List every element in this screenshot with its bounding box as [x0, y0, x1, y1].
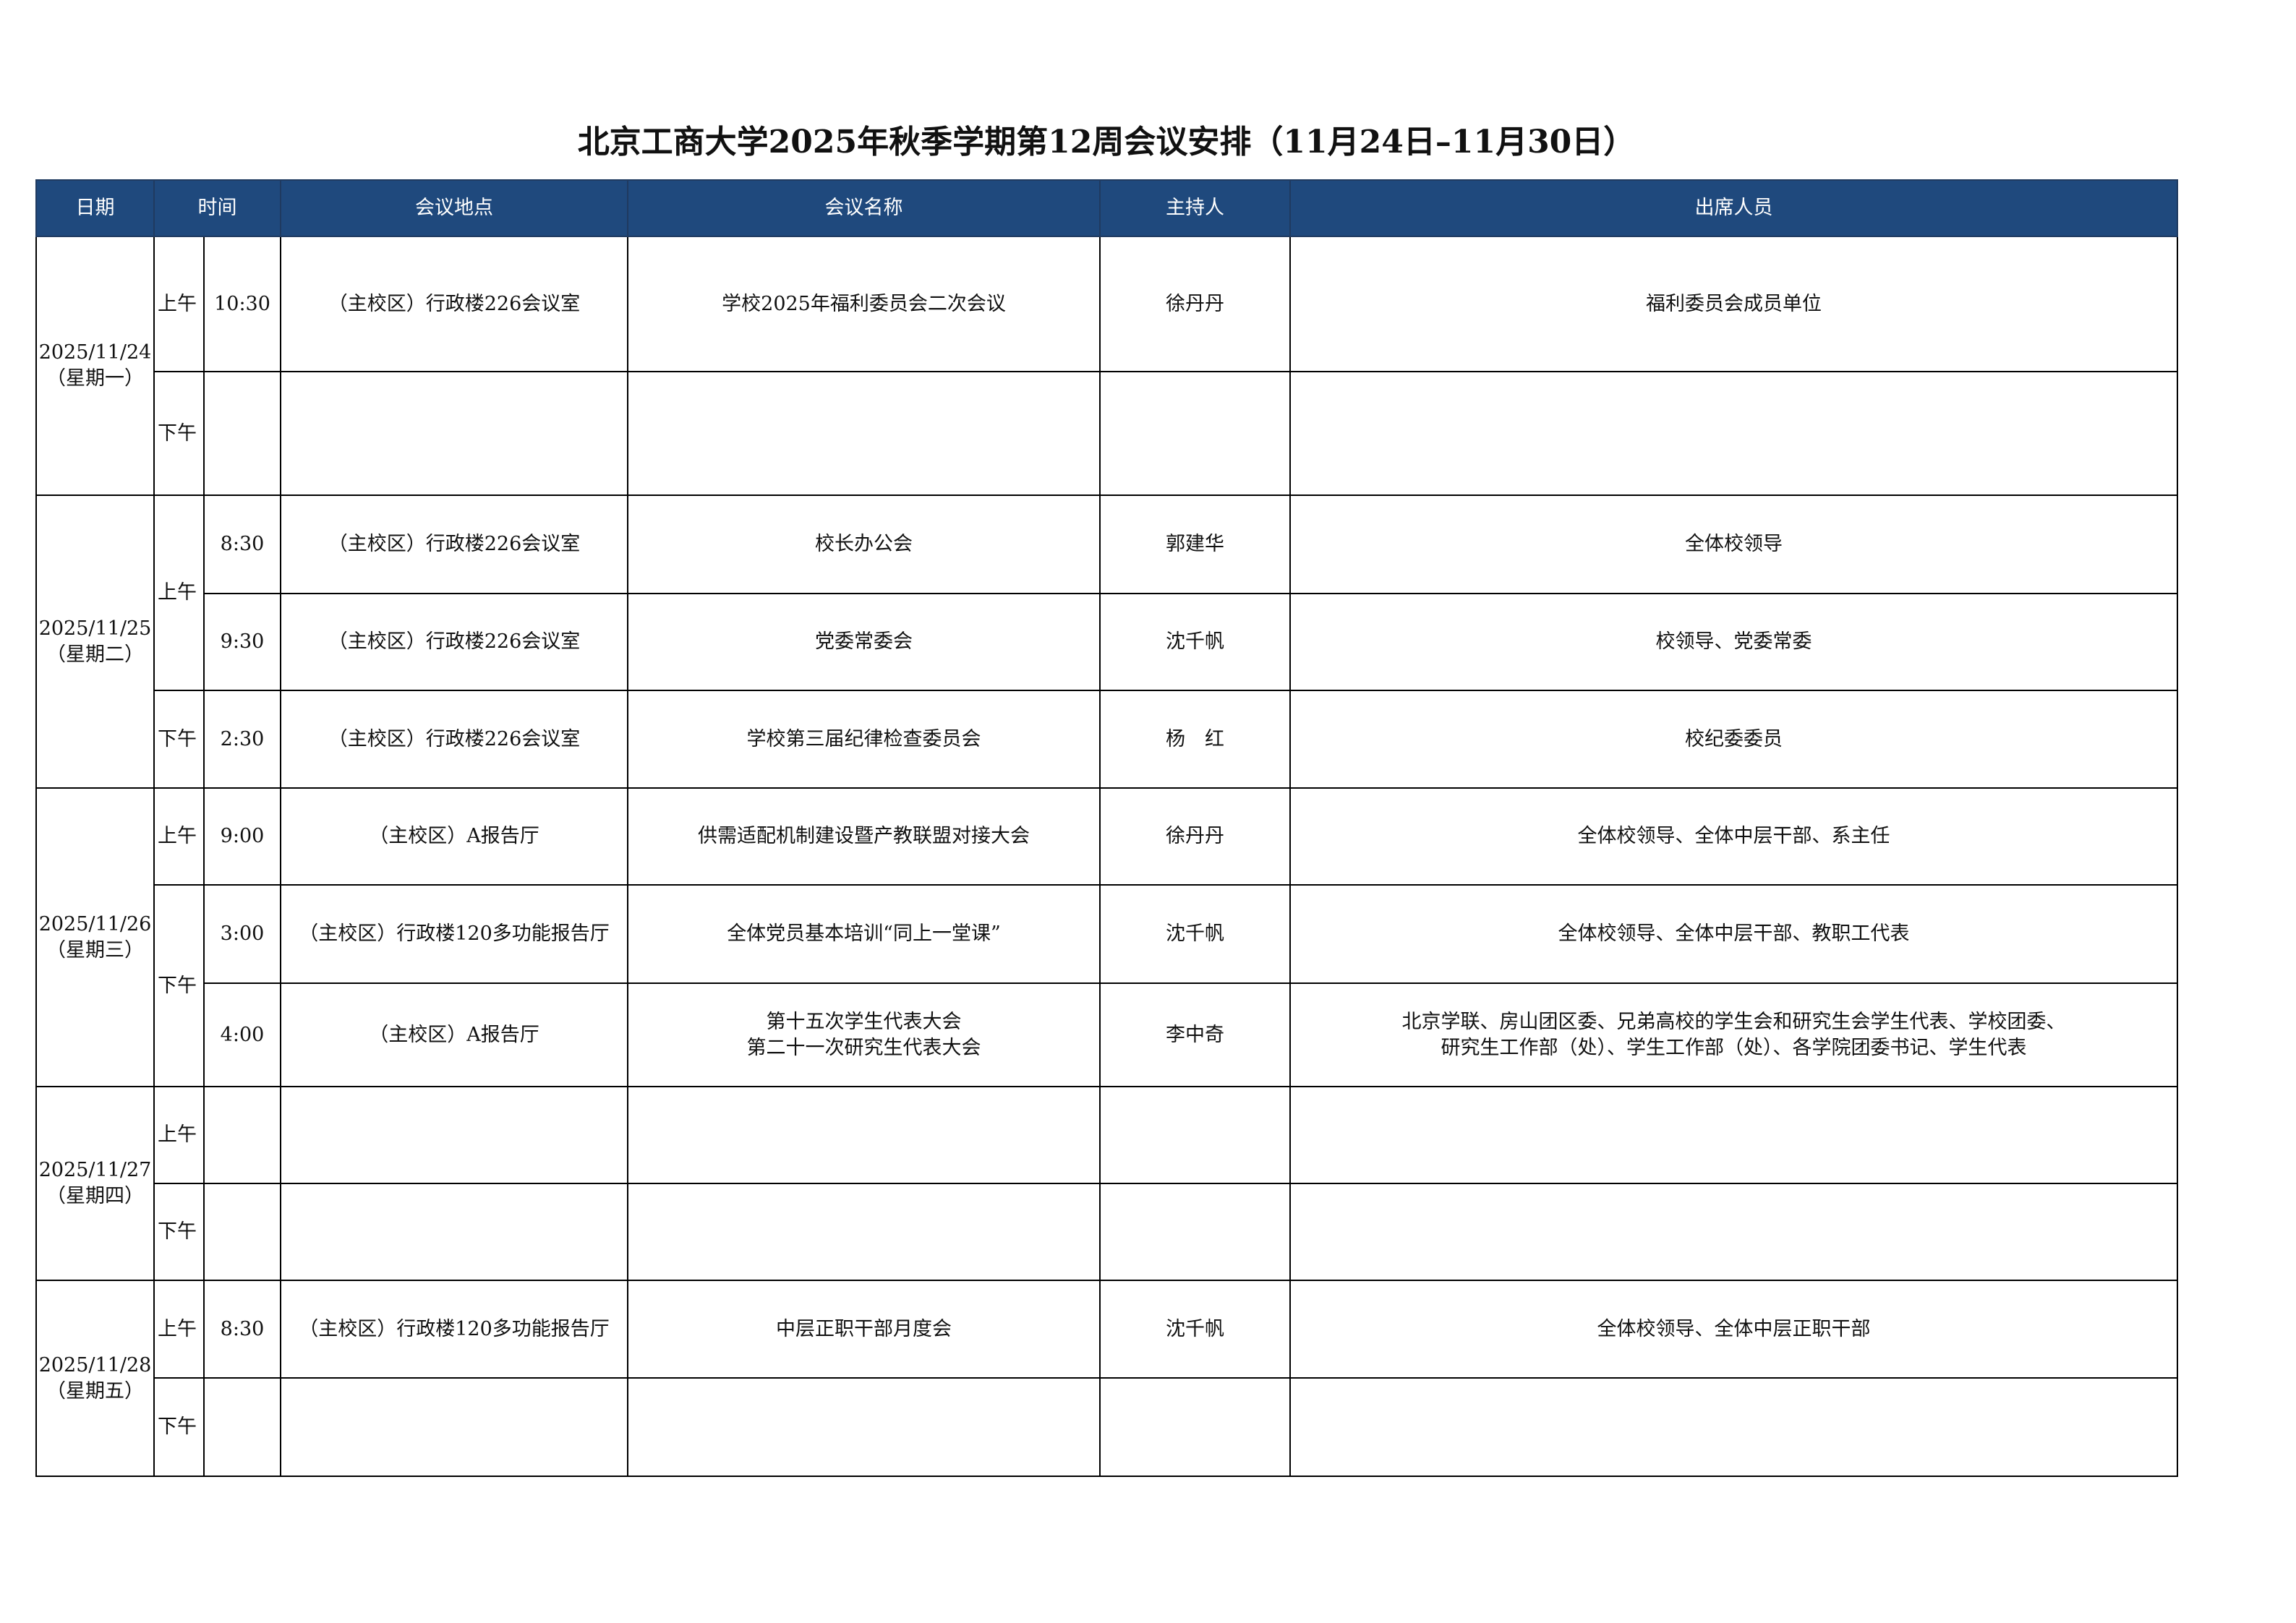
attendees-cell: 全体校领导 [1289, 494, 2178, 594]
host-cell [1099, 1377, 1291, 1477]
meeting-name-cell [627, 1377, 1101, 1477]
header-meeting-name: 会议名称 [627, 179, 1101, 237]
meeting-name-cell: 供需适配机制建设暨产教联盟对接大会 [627, 787, 1101, 886]
period-cell: 上午 [153, 236, 205, 372]
table-row: 2025/11/26 （星期三） 上午 9:00 （主校区）A报告厅 供需适配机制建设暨… [35, 787, 2178, 1087]
location-cell: （主校区）行政楼226会议室 [280, 690, 628, 789]
location-cell: （主校区）行政楼226会议室 [280, 494, 628, 594]
host-cell: 李中奇 [1099, 982, 1291, 1087]
meeting-name-cell: 全体党员基本培训“同上一堂课” [627, 884, 1101, 984]
attendees-cell: 北京学联、房山团区委、兄弟高校的学生会和研究生会学生代表、学校团委、 研究生工作… [1289, 982, 2178, 1087]
time-cell: 9:00 [203, 787, 281, 886]
location-cell [280, 1086, 628, 1184]
time-cell: 8:30 [203, 494, 281, 594]
table-row: 2025/11/25 （星期二） 上午 8:30 （主校区）行政楼226会议室 校长办公… [35, 494, 2178, 789]
period-cell: 上午 [153, 494, 205, 691]
period-cell: 上午 [153, 1086, 205, 1184]
table-row: 下午 [36, 1377, 2178, 1477]
time-cell: 2:30 [203, 690, 281, 789]
period-cell: 下午 [153, 884, 205, 1087]
time-cell: 8:30 [203, 1280, 281, 1379]
header-attendees: 出席人员 [1289, 179, 2178, 237]
table-row: 下午 2:30 （主校区）行政楼226会议室 学校第三届纪律检查委员会杨 红校纪委委员 [36, 690, 2178, 789]
table-row: 下午 [36, 371, 2178, 496]
location-cell: （主校区）A报告厅 [280, 982, 628, 1087]
attendees-cell: 校纪委委员 [1289, 690, 2178, 789]
meeting-name-cell [627, 1183, 1101, 1281]
time-cell: 4:00 [203, 982, 281, 1087]
attendees-cell: 全体校领导、全体中层干部、教职工代表 [1289, 884, 2178, 984]
header-time: 时间 [153, 179, 281, 237]
meeting-name-cell: 校长办公会 [627, 494, 1101, 594]
meeting-name-cell: 学校第三届纪律检查委员会 [627, 690, 1101, 789]
host-cell [1099, 1086, 1291, 1184]
attendees-cell [1289, 371, 2178, 496]
date-cell: 2025/11/28 （星期五） [35, 1280, 155, 1477]
meeting-name-cell: 学校2025年福利委员会二次会议 [627, 236, 1101, 372]
meeting-schedule-table: 日期 时间 会议地点 会议名称 主持人 出席人员 2025/11/24 （星期一… [35, 179, 2178, 1477]
host-cell: 徐丹丹 [1099, 787, 1291, 886]
time-cell [203, 1086, 281, 1184]
header-row: 日期 时间 会议地点 会议名称 主持人 出席人员 [35, 179, 2178, 237]
table-row: 下午 [36, 1183, 2178, 1281]
meeting-name-cell: 党委常委会 [627, 593, 1101, 691]
period-cell: 上午 [153, 787, 205, 886]
location-cell: （主校区）行政楼120多功能报告厅 [280, 884, 628, 984]
attendees-cell: 校领导、党委常委 [1289, 593, 2178, 691]
meeting-name-cell [627, 1086, 1101, 1184]
date-cell: 2025/11/24 （星期一） [35, 236, 155, 496]
attendees-cell: 福利委员会成员单位 [1289, 236, 2178, 372]
meeting-name-cell: 第十五次学生代表大会 第二十一次研究生代表大会 [627, 982, 1101, 1087]
table-row: 2025/11/28 （星期五） 上午 8:30 （主校区）行政楼120多功能报告厅中… [35, 1280, 2178, 1477]
host-cell: 郭建华 [1099, 494, 1291, 594]
meeting-name-cell [627, 371, 1101, 496]
host-cell [1099, 1183, 1291, 1281]
table-row: 4:00 （主校区）A报告厅 第十五次学生代表大会 第二十一次研究生代表大会 李中奇北… [36, 982, 2178, 1087]
time-cell: 3:00 [203, 884, 281, 984]
table-row: 9:30 （主校区）行政楼226会议室 党委常委会 沈千帆 校领导、党委常委 [36, 593, 2178, 691]
attendees-cell: 全体校领导、全体中层干部、系主任 [1289, 787, 2178, 886]
host-cell [1099, 371, 1291, 496]
host-cell: 杨 红 [1099, 690, 1291, 789]
date-cell: 2025/11/25 （星期二） [35, 494, 155, 789]
time-cell [203, 1377, 281, 1477]
table-row: 2025/11/24 （星期一） 上午 10:30 （主校区）行政楼226会议室 学校2… [35, 236, 2178, 496]
attendees-cell [1289, 1086, 2178, 1184]
host-cell: 沈千帆 [1099, 1280, 1291, 1379]
host-cell: 沈千帆 [1099, 593, 1291, 691]
period-cell: 下午 [153, 371, 205, 496]
date-cell: 2025/11/26 （星期三） [35, 787, 155, 1087]
location-cell [280, 371, 628, 496]
table-row: 2025/11/27 （星期四） 上午 [35, 1086, 2178, 1281]
host-cell: 沈千帆 [1099, 884, 1291, 984]
header-host: 主持人 [1099, 179, 1291, 237]
header-location: 会议地点 [280, 179, 628, 237]
attendees-cell [1289, 1183, 2178, 1281]
location-cell: （主校区）行政楼226会议室 [280, 593, 628, 691]
period-cell: 下午 [153, 1377, 205, 1477]
time-cell [203, 1183, 281, 1281]
host-cell: 徐丹丹 [1099, 236, 1291, 372]
location-cell: （主校区）行政楼226会议室 [280, 236, 628, 372]
header-date: 日期 [35, 179, 155, 237]
period-cell: 上午 [153, 1280, 205, 1379]
time-cell [203, 371, 281, 496]
attendees-cell: 全体校领导、全体中层正职干部 [1289, 1280, 2178, 1379]
table-row: 下午 3:00 （主校区）行政楼120多功能报告厅 全体党员基本培训“同上一堂课” 沈千… [36, 884, 2178, 1087]
date-cell: 2025/11/27 （星期四） [35, 1086, 155, 1281]
period-cell: 下午 [153, 1183, 205, 1281]
location-cell [280, 1183, 628, 1281]
time-cell: 9:30 [203, 593, 281, 691]
location-cell [280, 1377, 628, 1477]
location-cell: （主校区）A报告厅 [280, 787, 628, 886]
meeting-name-cell: 中层正职干部月度会 [627, 1280, 1101, 1379]
time-cell: 10:30 [203, 236, 281, 372]
period-cell: 下午 [153, 690, 205, 789]
page-title: 北京工商大学2025年秋季学期第12周会议安排（11月24日–11月30日） [577, 124, 1636, 160]
location-cell: （主校区）行政楼120多功能报告厅 [280, 1280, 628, 1379]
attendees-cell [1289, 1377, 2178, 1477]
